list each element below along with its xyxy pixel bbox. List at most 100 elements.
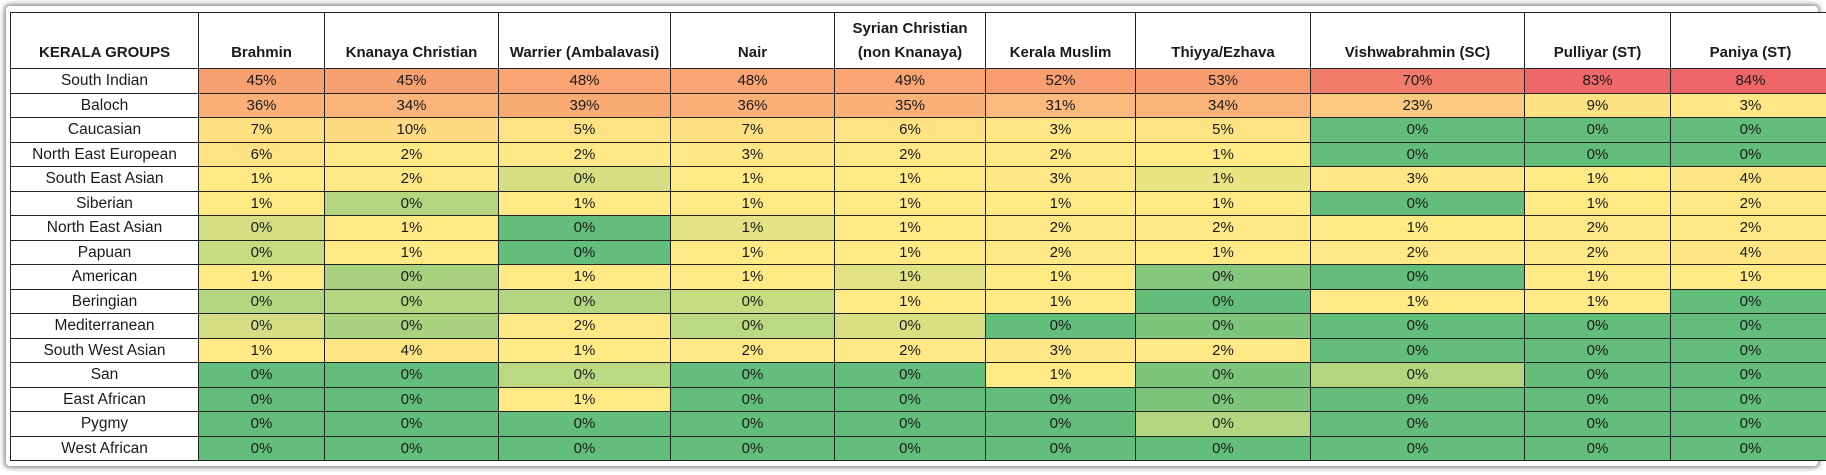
value-cell[interactable]: 0% [1670,386,1826,412]
value-cell[interactable]: 2% [1524,239,1671,265]
value-cell[interactable]: 1% [198,190,325,216]
value-cell[interactable]: 45% [324,68,499,94]
value-cell[interactable]: 0% [670,435,835,461]
value-cell[interactable]: 1% [670,239,835,265]
value-cell[interactable]: 2% [670,337,835,363]
value-cell[interactable]: 0% [1670,141,1826,167]
row-label[interactable]: Mediterranean [10,313,199,339]
value-cell[interactable]: 0% [198,362,325,388]
value-cell[interactable]: 0% [198,239,325,265]
row-label[interactable]: East African [10,386,199,412]
value-cell[interactable]: 1% [834,288,986,314]
value-cell[interactable]: 0% [1310,337,1525,363]
value-cell[interactable]: 5% [498,117,671,143]
column-header[interactable]: Vishwabrahmin (SC) [1310,12,1525,69]
value-cell[interactable]: 2% [985,239,1136,265]
column-header[interactable]: Warrier (Ambalavasi) [498,12,671,69]
value-cell[interactable]: 9% [1524,92,1671,118]
value-cell[interactable]: 0% [1524,337,1671,363]
value-cell[interactable]: 1% [1524,288,1671,314]
value-cell[interactable]: 0% [1524,386,1671,412]
value-cell[interactable]: 0% [834,362,986,388]
column-header[interactable]: Pulliyar (ST) [1524,12,1671,69]
value-cell[interactable]: 2% [985,141,1136,167]
row-label[interactable]: South Indian [10,68,199,94]
value-cell[interactable]: 0% [324,288,499,314]
value-cell[interactable]: 0% [1524,141,1671,167]
value-cell[interactable]: 1% [1135,190,1311,216]
value-cell[interactable]: 0% [834,435,986,461]
value-cell[interactable]: 0% [1524,435,1671,461]
value-cell[interactable]: 1% [1135,166,1311,192]
value-cell[interactable]: 84% [1670,68,1826,94]
value-cell[interactable]: 1% [834,239,986,265]
value-cell[interactable]: 2% [498,141,671,167]
value-cell[interactable]: 45% [198,68,325,94]
value-cell[interactable]: 0% [1310,362,1525,388]
value-cell[interactable]: 0% [1524,362,1671,388]
value-cell[interactable]: 1% [834,166,986,192]
value-cell[interactable]: 0% [198,435,325,461]
value-cell[interactable]: 0% [1310,386,1525,412]
row-label[interactable]: Pygmy [10,411,199,437]
value-cell[interactable]: 6% [198,141,325,167]
value-cell[interactable]: 1% [670,215,835,241]
value-cell[interactable]: 1% [670,264,835,290]
value-cell[interactable]: 0% [324,313,499,339]
value-cell[interactable]: 7% [198,117,325,143]
value-cell[interactable]: 0% [324,190,499,216]
value-cell[interactable]: 0% [1135,411,1311,437]
value-cell[interactable]: 34% [1135,92,1311,118]
value-cell[interactable]: 0% [1310,435,1525,461]
value-cell[interactable]: 0% [1524,117,1671,143]
value-cell[interactable]: 1% [1670,264,1826,290]
value-cell[interactable]: 1% [834,190,986,216]
column-header[interactable]: Paniya (ST) [1670,12,1826,69]
value-cell[interactable]: 0% [198,215,325,241]
value-cell[interactable]: 0% [198,313,325,339]
value-cell[interactable]: 1% [985,190,1136,216]
value-cell[interactable]: 0% [1670,411,1826,437]
value-cell[interactable]: 35% [834,92,986,118]
value-cell[interactable]: 1% [1524,264,1671,290]
value-cell[interactable]: 0% [498,411,671,437]
value-cell[interactable]: 4% [1670,239,1826,265]
value-cell[interactable]: 0% [1135,288,1311,314]
value-cell[interactable]: 1% [670,190,835,216]
value-cell[interactable]: 0% [1670,435,1826,461]
row-label[interactable]: Caucasian [10,117,199,143]
row-label[interactable]: Beringian [10,288,199,314]
row-label[interactable]: North East Asian [10,215,199,241]
value-cell[interactable]: 0% [498,362,671,388]
value-cell[interactable]: 0% [670,362,835,388]
value-cell[interactable]: 1% [1524,190,1671,216]
value-cell[interactable]: 2% [1135,337,1311,363]
value-cell[interactable]: 0% [198,386,325,412]
row-label[interactable]: Baloch [10,92,199,118]
column-header[interactable]: Knanaya Christian [324,12,499,69]
column-header[interactable]: Kerala Muslim [985,12,1136,69]
value-cell[interactable]: 0% [498,288,671,314]
value-cell[interactable]: 0% [834,313,986,339]
row-label[interactable]: West African [10,435,199,461]
column-header[interactable]: Nair [670,12,835,69]
value-cell[interactable]: 2% [985,215,1136,241]
value-cell[interactable]: 0% [670,288,835,314]
value-cell[interactable]: 0% [324,264,499,290]
row-label[interactable]: North East European [10,141,199,167]
value-cell[interactable]: 1% [834,215,986,241]
value-cell[interactable]: 7% [670,117,835,143]
value-cell[interactable]: 0% [1524,411,1671,437]
value-cell[interactable]: 31% [985,92,1136,118]
value-cell[interactable]: 0% [1524,313,1671,339]
value-cell[interactable]: 0% [834,386,986,412]
row-label[interactable]: San [10,362,199,388]
value-cell[interactable]: 0% [1670,337,1826,363]
value-cell[interactable]: 48% [670,68,835,94]
value-cell[interactable]: 1% [985,288,1136,314]
value-cell[interactable]: 1% [1135,141,1311,167]
value-cell[interactable]: 0% [498,435,671,461]
value-cell[interactable]: 0% [985,313,1136,339]
value-cell[interactable]: 1% [670,166,835,192]
value-cell[interactable]: 36% [198,92,325,118]
